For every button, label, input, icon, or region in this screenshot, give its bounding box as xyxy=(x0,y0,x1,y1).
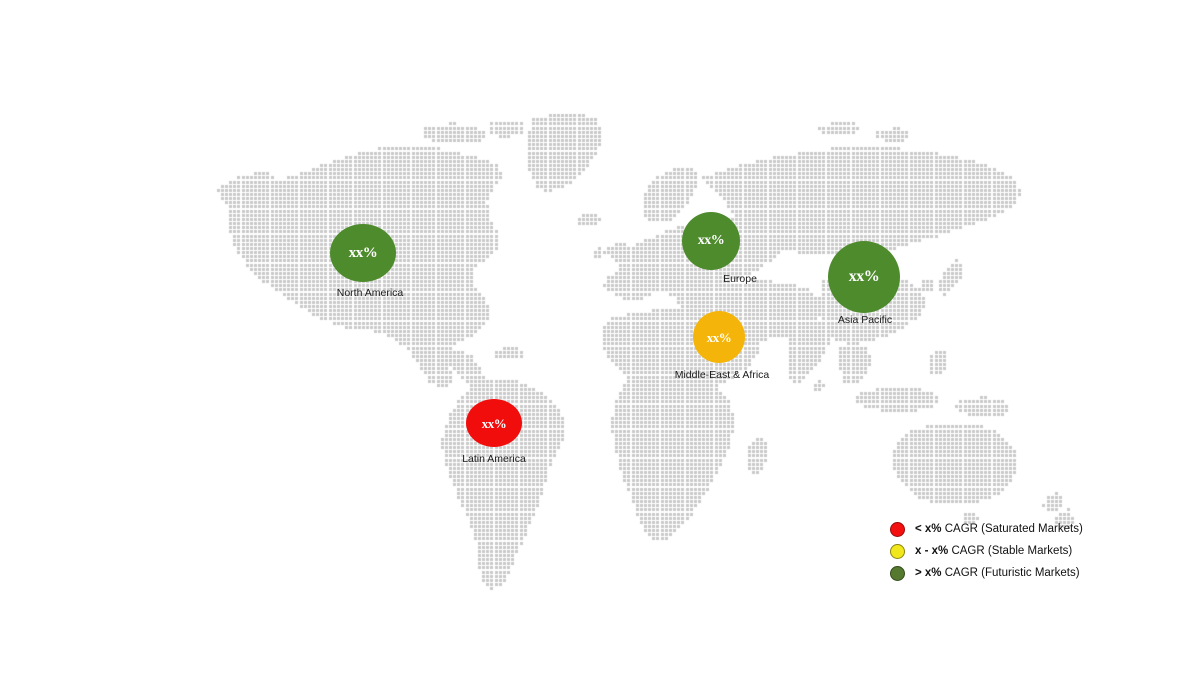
region-bubble-europe[interactable]: xx% xyxy=(682,212,740,270)
legend-saturated-dot-icon xyxy=(890,521,905,537)
legend-futuristic-label: > x% CAGR (Futuristic Markets) xyxy=(915,567,1080,579)
region-bubble-value-north-america: xx% xyxy=(348,244,378,261)
legend-saturated-label: < x% CAGR (Saturated Markets) xyxy=(915,523,1083,535)
legend-futuristic[interactable]: > x% CAGR (Futuristic Markets) xyxy=(890,562,1083,584)
region-label-asia-pacific: Asia Pacific xyxy=(837,313,893,326)
region-label-middle-east-africa: Middle-East & Africa xyxy=(674,368,770,381)
legend-futuristic-dot-icon xyxy=(890,565,905,581)
region-label-europe: Europe xyxy=(723,272,757,285)
region-bubble-value-middle-east-africa: xx% xyxy=(706,329,732,345)
region-bubble-value-latin-america: xx% xyxy=(481,415,507,431)
region-label-latin-america: Latin America xyxy=(462,452,526,465)
region-bubble-north-america[interactable]: xx% xyxy=(330,224,396,282)
legend-stable[interactable]: x - x% CAGR (Stable Markets) xyxy=(890,540,1083,562)
region-bubble-value-asia-pacific: xx% xyxy=(848,268,880,285)
region-bubble-asia-pacific[interactable]: xx% xyxy=(828,241,900,313)
legend-saturated[interactable]: < x% CAGR (Saturated Markets) xyxy=(890,518,1083,540)
legend-stable-dot-icon xyxy=(890,543,905,559)
region-bubble-value-europe: xx% xyxy=(697,233,725,248)
region-label-north-america: North America xyxy=(336,286,404,299)
legend-stable-label: x - x% CAGR (Stable Markets) xyxy=(915,545,1073,557)
legend: < x% CAGR (Saturated Markets) x - x% CAGR… xyxy=(890,518,1083,584)
region-bubble-middle-east-africa[interactable]: xx% xyxy=(693,311,745,363)
region-bubble-latin-america[interactable]: xx% xyxy=(466,399,522,447)
